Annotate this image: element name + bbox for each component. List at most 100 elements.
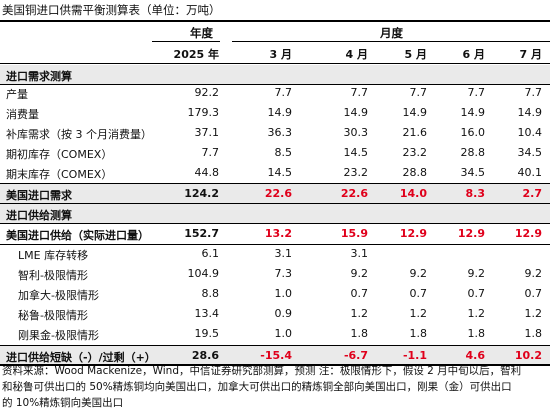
source-note-1: 资料来源：Wood Mackenize，Wind，中信证券研究部测算，预测 注：… — [2, 365, 522, 377]
col-header-mar: 3 月 — [269, 48, 292, 61]
year-group-rule — [152, 41, 220, 42]
cell-value: 0.7 — [409, 287, 428, 300]
col-header-apr: 4 月 — [345, 48, 368, 61]
col-header-may: 5 月 — [404, 48, 427, 61]
cell-value: 9.2 — [524, 267, 543, 280]
cell-value: 1.8 — [524, 327, 543, 340]
cell-value: 44.8 — [194, 166, 220, 179]
cell-value: 12.9 — [399, 227, 427, 240]
cell-value: 0.7 — [467, 287, 486, 300]
total-value: 14.0 — [399, 187, 427, 200]
cell-value: 12.9 — [457, 227, 485, 240]
total-row: 进口供给短缺（-）/过剩（+） 28.6 -15.4 -6.7 -1.1 4.6 10.2 — [0, 345, 550, 366]
source-note-3: 的 10%精炼铜向美国出口 — [2, 397, 124, 409]
cell-value: 1.8 — [409, 327, 428, 340]
cell-value: 9.2 — [409, 267, 428, 280]
cell-value: 0.7 — [350, 287, 369, 300]
cell-value: 1.8 — [467, 327, 486, 340]
total-value: 22.6 — [340, 187, 368, 200]
table-row: 期初库存（COMEX） 7.7 8.5 14.5 23.2 28.8 34.5 — [0, 143, 550, 163]
col-header-jun: 6 月 — [462, 48, 485, 61]
cell-value: 13.4 — [194, 307, 220, 320]
cell-value: 10.4 — [517, 126, 543, 139]
table-row: LME 库存转移 6.1 3.1 3.1 — [0, 244, 550, 264]
cell-value: 7.7 — [409, 86, 428, 99]
cell-value: 7.7 — [201, 146, 220, 159]
table-row: 加拿大-极限情形 8.8 1.0 0.7 0.7 0.7 0.7 — [0, 284, 550, 304]
cell-value: 104.9 — [187, 267, 220, 280]
cell-value: 7.7 — [274, 86, 293, 99]
cell-value: 15.9 — [340, 227, 368, 240]
table-row: 美国进口供给（实际进口量） 152.7 13.2 15.9 12.9 12.9 12.9 — [0, 223, 550, 245]
cell-value: 28.8 — [460, 146, 486, 159]
section-header-row: 进口供给测算 — [0, 204, 550, 224]
total-value: 8.3 — [465, 187, 486, 200]
source-note-2: 和秘鲁可供出口的 50%精炼铜均向美国出口，加拿大可供出口的精炼铜全部向美国出口… — [2, 381, 512, 393]
cell-value: 34.5 — [517, 146, 543, 159]
table-row: 期末库存（COMEX） 44.8 14.5 23.2 28.8 34.5 40.1 — [0, 163, 550, 183]
cell-value: 14.9 — [267, 106, 293, 119]
cell-value: 14.9 — [343, 106, 369, 119]
cell-value: 3.1 — [350, 247, 369, 260]
total-value: -6.7 — [343, 349, 368, 362]
table-bottom-rule — [0, 364, 550, 365]
cell-value: 14.5 — [267, 166, 293, 179]
col-header-jul: 7 月 — [519, 48, 542, 61]
cell-value: 12.9 — [514, 227, 542, 240]
row-label: 补库需求（按 3 个月消费量） — [6, 128, 152, 141]
total-value: 2.7 — [522, 187, 543, 200]
section-title: 进口需求测算 — [6, 70, 72, 83]
table-row: 补库需求（按 3 个月消费量） 37.1 36.3 30.3 21.6 16.0 10.4 — [0, 123, 550, 143]
cell-value: 1.8 — [350, 327, 369, 340]
cell-value: 30.3 — [343, 126, 369, 139]
cell-value: 1.2 — [467, 307, 486, 320]
cell-value: 14.9 — [517, 106, 543, 119]
cell-value: 0.9 — [274, 307, 293, 320]
total-value: 22.6 — [264, 187, 292, 200]
total-label: 进口供给短缺（-）/过剩（+） — [6, 351, 156, 364]
total-value: -1.1 — [402, 349, 427, 362]
cell-value: 23.2 — [343, 166, 369, 179]
row-label: 加拿大-极限情形 — [18, 289, 99, 302]
cell-value: 1.2 — [350, 307, 369, 320]
cell-value: 28.8 — [402, 166, 428, 179]
row-label: 秘鲁-极限情形 — [18, 309, 88, 322]
row-label: 刚果金-极限情形 — [18, 329, 99, 342]
total-value: 4.6 — [465, 349, 486, 362]
header-bottom-rule — [0, 63, 550, 64]
cell-value: 36.3 — [267, 126, 293, 139]
cell-value: 179.3 — [187, 106, 220, 119]
cell-value: 8.8 — [201, 287, 220, 300]
row-label: 产量 — [6, 88, 28, 101]
cell-value: 9.2 — [350, 267, 369, 280]
cell-value: 7.7 — [350, 86, 369, 99]
cell-value: 7.7 — [467, 86, 486, 99]
total-row: 美国进口需求 124.2 22.6 22.6 14.0 8.3 2.7 — [0, 183, 550, 204]
table-row: 消费量 179.3 14.9 14.9 14.9 14.9 14.9 — [0, 103, 550, 123]
column-header-row: 2025 年 3 月 4 月 5 月 6 月 7 月 — [0, 46, 550, 62]
cell-value: 14.9 — [460, 106, 486, 119]
table-row: 产量 92.2 7.7 7.7 7.7 7.7 7.7 — [0, 83, 550, 103]
total-value: 124.2 — [184, 187, 219, 200]
row-label: 期末库存（COMEX） — [6, 168, 113, 181]
cell-value: 6.1 — [201, 247, 220, 260]
total-value: 28.6 — [191, 349, 219, 362]
row-label: 美国进口供给（实际进口量） — [6, 229, 149, 242]
cell-value: 37.1 — [194, 126, 220, 139]
table-row: 刚果金-极限情形 19.5 1.0 1.8 1.8 1.8 1.8 — [0, 324, 550, 344]
section-header-row: 进口需求测算 — [0, 65, 550, 85]
cell-value: 7.7 — [524, 86, 543, 99]
col-header-2025: 2025 年 — [173, 48, 219, 61]
row-label: 期初库存（COMEX） — [6, 148, 113, 161]
cell-value: 152.7 — [184, 227, 219, 240]
cell-value: 16.0 — [460, 126, 486, 139]
cell-value: 13.2 — [264, 227, 292, 240]
section-title: 进口供给测算 — [6, 209, 72, 222]
cell-value: 3.1 — [274, 247, 293, 260]
month-group-rule — [232, 41, 550, 42]
cell-value: 19.5 — [194, 327, 220, 340]
row-label: 智利-极限情形 — [18, 269, 88, 282]
cell-value: 40.1 — [517, 166, 543, 179]
total-label: 美国进口需求 — [6, 189, 72, 202]
cell-value: 1.2 — [409, 307, 428, 320]
